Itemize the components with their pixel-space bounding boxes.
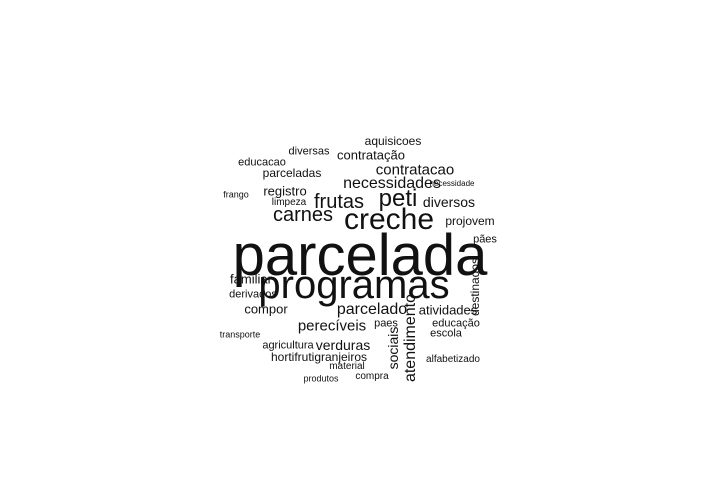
- word-atendimento: atendimento: [402, 293, 419, 383]
- word-projovem: projovem: [445, 214, 495, 228]
- word-educacao-2: educacao: [238, 156, 286, 169]
- word-parcelado: parcelado: [336, 301, 408, 318]
- word-alfabetizado: alfabetizado: [426, 354, 480, 365]
- word-derivados: derivados: [229, 288, 277, 301]
- word-necessidade: necessidade: [429, 179, 475, 188]
- word-destinados: destinados: [468, 257, 482, 317]
- word-sociais: sociais: [385, 326, 401, 370]
- word-necessidades: necessidades: [343, 175, 441, 192]
- word-verduras: verduras: [315, 337, 371, 353]
- word-programas: programas: [258, 263, 450, 307]
- word-peti: peti: [378, 185, 418, 212]
- word-atividades: atividades: [418, 302, 478, 318]
- word-contratacao-1: contratacao: [375, 161, 455, 179]
- word-produtos: produtos: [303, 373, 339, 384]
- word-paes-1: pães: [473, 233, 497, 246]
- word-hortifrutigranjeiros: hortifrutigranjeiros: [270, 350, 368, 364]
- word-frango: frango: [223, 189, 249, 200]
- word-parcelada: parcelada: [232, 223, 488, 288]
- word-creche: creche: [343, 203, 435, 236]
- word-agricultura: agricultura: [262, 339, 314, 352]
- word-paes-2: paes: [374, 317, 398, 330]
- word-aquisicoes: aquisicoes: [364, 134, 422, 148]
- word-material: material: [329, 361, 365, 372]
- word-carnes: carnes: [272, 204, 334, 226]
- word-limpeza: limpeza: [271, 197, 307, 208]
- word-educacao-1: educação: [432, 317, 480, 330]
- word-pereciveis: perecíveis: [297, 317, 367, 335]
- word-familiar: familiar: [230, 271, 272, 287]
- word-contratacao-2: contratação: [337, 147, 405, 163]
- word-diversos: diversos: [422, 194, 476, 210]
- word-parceladas: parceladas: [262, 166, 322, 180]
- word-registro: registro: [263, 183, 307, 199]
- word-escola: escola: [430, 327, 462, 340]
- word-compor: compor: [244, 301, 288, 317]
- word-frutas: frutas: [313, 191, 365, 213]
- word-compra: compra: [355, 371, 389, 382]
- word-diversas: diversas: [288, 145, 330, 158]
- word-transporte: transporte: [219, 329, 261, 340]
